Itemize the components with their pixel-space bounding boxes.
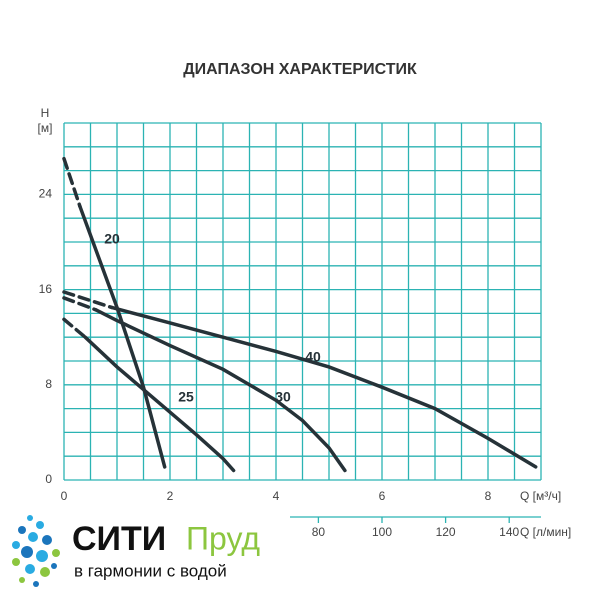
curve [83, 335, 236, 473]
x2-tick-label: 100 [372, 525, 392, 539]
brand-second: Пруд [186, 520, 260, 556]
curve [78, 204, 167, 469]
y-tick-label: 8 [45, 377, 52, 391]
x2-axis-label: Q [л/мин] [520, 525, 571, 539]
brand-first: СИТИ [72, 520, 166, 558]
series-label: 20 [104, 231, 120, 247]
curve-dashed [62, 156, 82, 209]
y-tick-label: 0 [45, 472, 52, 486]
series-label: 30 [275, 389, 291, 405]
curve [109, 305, 538, 469]
logo-icon [12, 515, 60, 587]
logo: СИТИ Пруд в гармонии с водой [0, 505, 290, 600]
curve-dashed [62, 317, 87, 339]
curve [94, 308, 347, 473]
x-tick-label: 4 [273, 489, 280, 503]
x-axis-label: Q [м³/ч] [520, 489, 561, 503]
x-tick-label: 6 [379, 489, 386, 503]
x-tick-label: 0 [61, 489, 68, 503]
x2-tick-label: 140 [499, 525, 519, 539]
plot: 0246808162402040608010012014020253040 [39, 122, 542, 539]
x-tick-label: 8 [485, 489, 492, 503]
y-axis-unit: [м] [38, 121, 53, 135]
x-tick-label: 2 [167, 489, 174, 503]
x2-tick-label: 80 [312, 525, 326, 539]
series-label: 25 [178, 389, 194, 405]
y-tick-label: 24 [39, 187, 53, 201]
y-tick-label: 16 [39, 282, 53, 296]
logo-bg [0, 505, 290, 600]
curve-dashed [62, 290, 114, 310]
curve-dashed [62, 296, 98, 312]
series-label: 40 [305, 349, 321, 365]
x2-tick-label: 120 [436, 525, 456, 539]
y-axis-label: H [41, 106, 50, 120]
slogan: в гармонии с водой [74, 561, 227, 580]
chart-title: ДИАПАЗОН ХАРАКТЕРИСТИК [183, 61, 417, 78]
